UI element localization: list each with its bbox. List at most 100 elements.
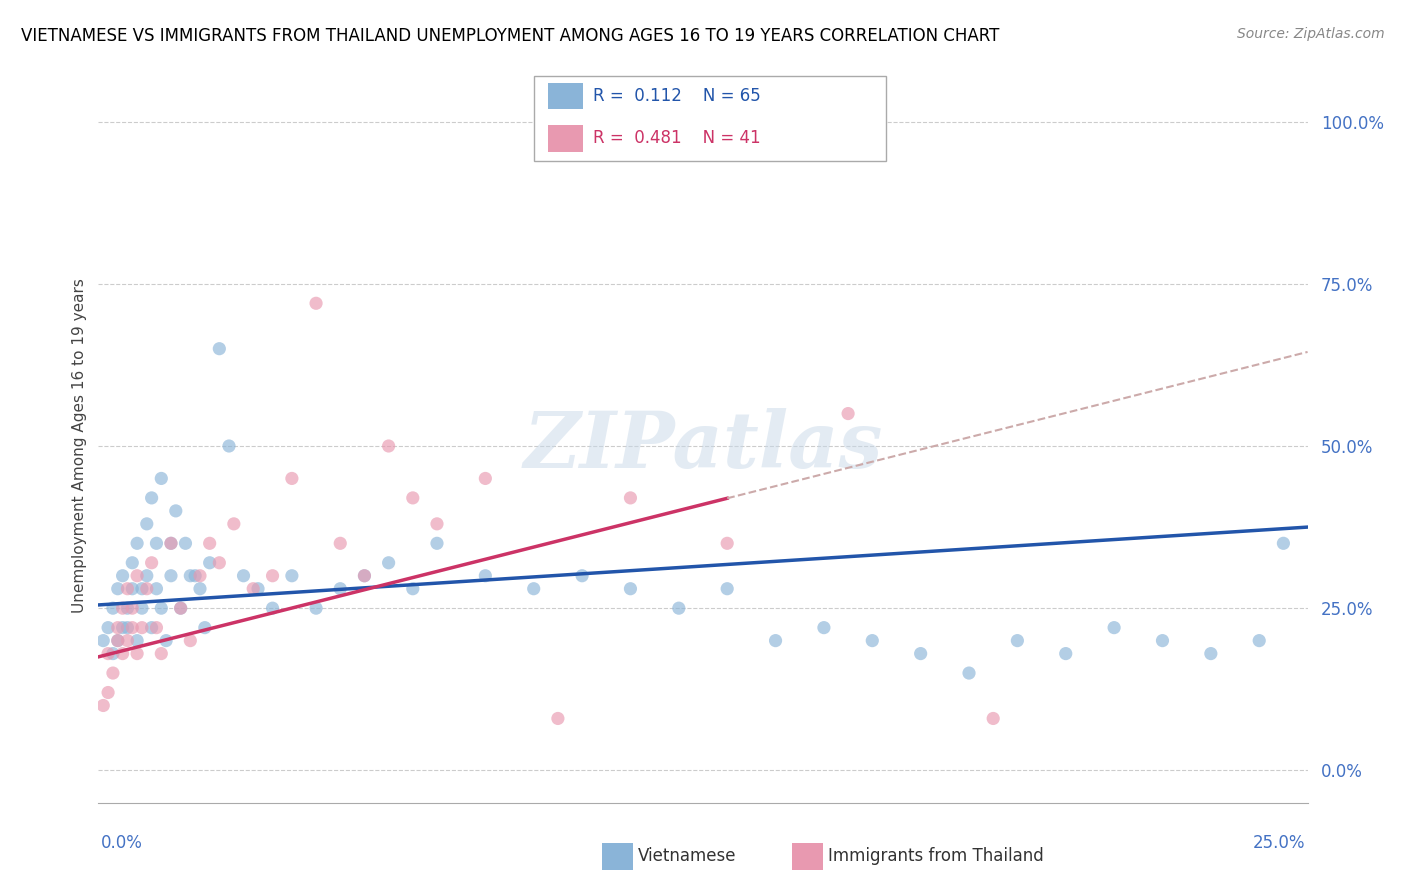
Point (131, 601, 153, 615)
Point (208, 556, 231, 570)
Point (97, 621, 120, 635)
Point (111, 601, 134, 615)
Point (262, 601, 284, 615)
Point (1152, 633, 1174, 648)
Text: R =  0.112    N = 65: R = 0.112 N = 65 (593, 87, 761, 105)
Point (160, 568, 183, 582)
Point (668, 601, 690, 615)
Point (160, 536, 183, 550)
Point (135, 568, 157, 582)
Point (135, 516, 157, 531)
Point (619, 582, 641, 596)
Point (426, 516, 449, 531)
Point (474, 471, 496, 485)
Point (547, 711, 569, 725)
Point (242, 582, 264, 596)
Text: Vietnamese: Vietnamese (638, 847, 737, 865)
Point (571, 568, 593, 582)
Point (305, 601, 328, 615)
Point (232, 568, 254, 582)
Point (127, 633, 149, 648)
Point (135, 582, 157, 596)
Point (127, 647, 149, 661)
Point (329, 582, 352, 596)
Point (145, 621, 167, 635)
Point (174, 536, 197, 550)
Point (523, 582, 546, 596)
Point (117, 621, 139, 635)
Point (377, 556, 399, 570)
Point (127, 568, 149, 582)
Point (117, 582, 139, 596)
Point (281, 471, 304, 485)
Point (262, 568, 284, 582)
Text: Immigrants from Thailand: Immigrants from Thailand (828, 847, 1043, 865)
Text: 0.0%: 0.0% (101, 834, 143, 852)
Point (860, 633, 883, 648)
Point (107, 621, 129, 635)
Point (198, 536, 221, 550)
Point (179, 633, 201, 648)
Point (169, 601, 191, 615)
Point (101, 647, 124, 661)
Point (474, 568, 496, 582)
Point (111, 621, 134, 635)
Text: VIETNAMESE VS IMMIGRANTS FROM THAILAND UNEMPLOYMENT AMONG AGES 16 TO 19 YEARS CO: VIETNAMESE VS IMMIGRANTS FROM THAILAND U… (21, 27, 1000, 45)
Point (305, 296, 328, 310)
Text: 25.0%: 25.0% (1253, 834, 1305, 852)
Point (101, 601, 124, 615)
Point (117, 601, 139, 615)
Point (91, 698, 114, 713)
Point (145, 536, 167, 550)
Point (402, 491, 425, 505)
Point (155, 633, 177, 648)
Point (165, 504, 187, 518)
Point (150, 471, 173, 485)
Point (121, 601, 143, 615)
Text: ZIPatlas: ZIPatlas (523, 408, 883, 484)
Point (107, 633, 129, 648)
Point (145, 582, 167, 596)
Point (117, 633, 139, 648)
Point (127, 536, 149, 550)
Point (1054, 647, 1077, 661)
Point (353, 568, 375, 582)
Point (97, 647, 120, 661)
Point (150, 601, 173, 615)
Point (1007, 633, 1029, 648)
Point (208, 342, 231, 356)
Text: R =  0.481    N = 41: R = 0.481 N = 41 (593, 129, 761, 147)
Point (141, 621, 163, 635)
Point (121, 582, 143, 596)
Point (619, 491, 641, 505)
Point (107, 582, 129, 596)
Point (765, 633, 787, 648)
Point (101, 666, 124, 681)
Point (329, 536, 352, 550)
Point (107, 633, 129, 648)
Point (131, 582, 153, 596)
Point (222, 516, 245, 531)
Point (1102, 621, 1125, 635)
Point (247, 582, 270, 596)
Y-axis label: Unemployment Among Ages 16 to 19 years: Unemployment Among Ages 16 to 19 years (72, 278, 87, 614)
Point (716, 582, 738, 596)
Point (141, 556, 163, 570)
Point (1272, 536, 1295, 550)
Point (198, 556, 221, 570)
Point (353, 568, 375, 582)
Point (218, 439, 240, 453)
Text: Source: ZipAtlas.com: Source: ZipAtlas.com (1237, 27, 1385, 41)
Point (194, 621, 217, 635)
Point (188, 582, 211, 596)
Point (377, 439, 399, 453)
Point (141, 491, 163, 505)
Point (981, 711, 1004, 725)
Point (813, 621, 835, 635)
Point (1199, 647, 1222, 661)
Point (121, 621, 143, 635)
Point (91, 633, 114, 648)
Point (131, 621, 153, 635)
Point (402, 582, 425, 596)
Point (837, 407, 859, 421)
